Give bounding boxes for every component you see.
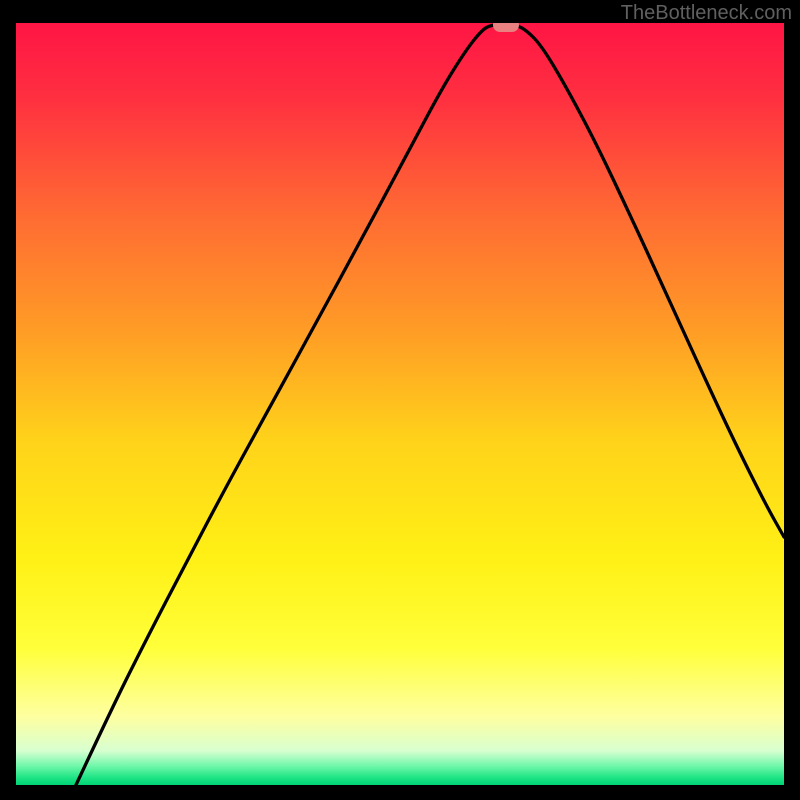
frame-right	[784, 0, 800, 800]
frame-left	[0, 0, 16, 800]
watermark-text: TheBottleneck.com	[621, 2, 792, 25]
chart-container: TheBottleneck.com	[0, 0, 800, 800]
frame-bottom	[0, 785, 800, 800]
bottleneck-chart	[0, 0, 800, 800]
